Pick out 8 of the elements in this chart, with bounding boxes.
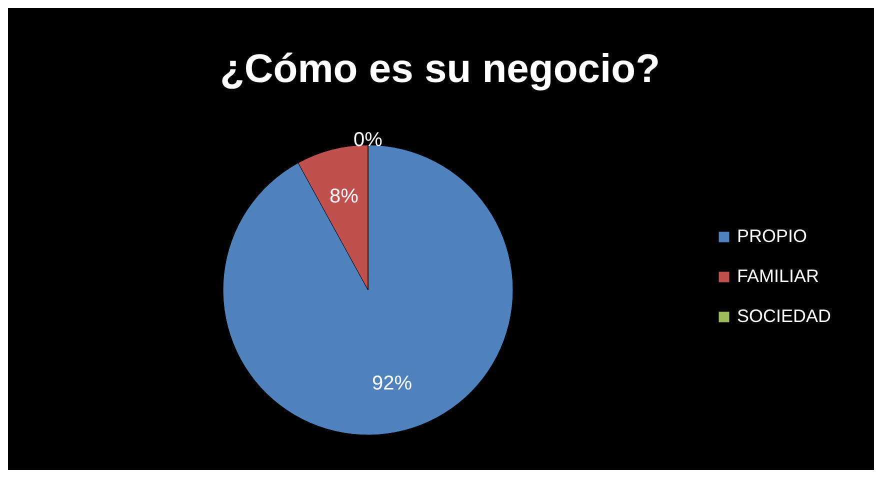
text: 0% (354, 129, 382, 151)
legend-label: FAMILIAR (737, 266, 820, 286)
legend-label: SOCIEDAD (737, 306, 832, 326)
chart-title: ¿Cómo es su negocio? (220, 47, 660, 91)
pie-slice (222, 144, 514, 435)
legend-label: PROPIO (737, 226, 808, 246)
data-label: 92% (372, 372, 412, 395)
data-label: 8% (330, 185, 359, 208)
